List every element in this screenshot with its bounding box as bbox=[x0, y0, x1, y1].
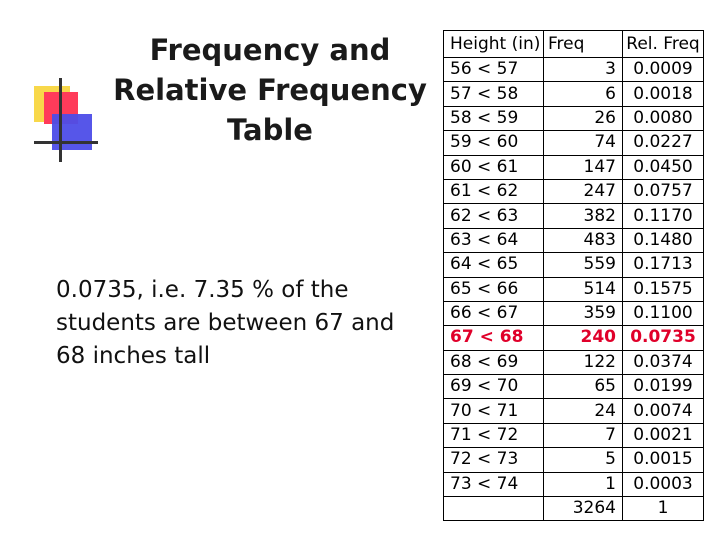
freq-cell: 122 bbox=[543, 349, 623, 376]
table-row: 56 < 57 3 0.0009 bbox=[443, 56, 704, 83]
freq-cell: 559 bbox=[543, 252, 623, 278]
table-row: 70 < 71 24 0.0074 bbox=[443, 398, 704, 424]
rel-freq-cell: 0.0080 bbox=[622, 105, 704, 132]
rel-freq-cell: 0.0021 bbox=[622, 422, 704, 449]
logo-horizontal-line bbox=[34, 141, 98, 144]
height-cell: 66 < 67 bbox=[443, 300, 544, 327]
rel-freq-cell: Rel. Freq bbox=[622, 30, 704, 58]
rel-freq-cell: 0.0074 bbox=[622, 398, 704, 424]
height-cell: 69 < 70 bbox=[443, 374, 544, 400]
rel-freq-cell: 1 bbox=[622, 496, 704, 522]
title-line-2: Relative Frequency bbox=[113, 73, 427, 107]
freq-cell: 7 bbox=[543, 422, 623, 449]
freq-cell: 3264 bbox=[543, 496, 623, 522]
rel-freq-cell: 0.0015 bbox=[622, 447, 704, 473]
table-row: 63 < 64 483 0.1480 bbox=[443, 227, 704, 254]
explanation-text: 0.0735, i.e. 7.35 % of the students are … bbox=[56, 277, 395, 369]
rel-freq-cell: 0.0018 bbox=[622, 81, 704, 107]
freq-cell: 5 bbox=[543, 447, 623, 473]
freq-cell: 514 bbox=[543, 276, 623, 302]
height-cell: 73 < 74 bbox=[443, 471, 544, 498]
height-cell: 60 < 61 bbox=[443, 154, 544, 180]
table-row: 58 < 59 26 0.0080 bbox=[443, 105, 704, 132]
freq-cell: 147 bbox=[543, 154, 623, 180]
table-row: 73 < 74 1 0.0003 bbox=[443, 471, 704, 498]
freq-cell: 359 bbox=[543, 300, 623, 327]
table-row: 61 < 62 247 0.0757 bbox=[443, 178, 704, 205]
rel-freq-cell: 0.1713 bbox=[622, 252, 704, 278]
freq-cell: 24 bbox=[543, 398, 623, 424]
table-header-row: Height (in) Freq Rel. Freq bbox=[443, 30, 704, 58]
rel-freq-cell: 0.1575 bbox=[622, 276, 704, 302]
height-cell: 67 < 68 bbox=[443, 325, 544, 351]
table-row: 60 < 61 147 0.0450 bbox=[443, 154, 704, 180]
table-row: 72 < 73 5 0.0015 bbox=[443, 447, 704, 473]
slide-logo bbox=[30, 78, 100, 163]
rel-freq-cell: 0.0003 bbox=[622, 471, 704, 498]
rel-freq-cell: 0.0374 bbox=[622, 349, 704, 376]
rel-freq-cell: 0.1170 bbox=[622, 203, 704, 229]
blue-square-icon bbox=[52, 114, 92, 150]
freq-cell: 240 bbox=[543, 325, 623, 351]
height-cell: 70 < 71 bbox=[443, 398, 544, 424]
title-line-3: Table bbox=[227, 113, 313, 147]
table-row-highlighted: 67 < 68 240 0.0735 bbox=[443, 325, 704, 351]
height-cell: 58 < 59 bbox=[443, 105, 544, 132]
height-cell: Height (in) bbox=[443, 30, 544, 58]
table-total-row: 3264 1 bbox=[443, 496, 704, 522]
rel-freq-cell: 0.0757 bbox=[622, 178, 704, 205]
slide-title: Frequency and Relative Frequency Table bbox=[110, 30, 430, 150]
table-row: 68 < 69 122 0.0374 bbox=[443, 349, 704, 376]
table-row: 65 < 66 514 0.1575 bbox=[443, 276, 704, 302]
freq-cell: 1 bbox=[543, 471, 623, 498]
freq-cell: 74 bbox=[543, 130, 623, 156]
frequency-table: Height (in) Freq Rel. Freq 56 < 57 3 0.0009 57… bbox=[443, 30, 704, 522]
freq-cell: 382 bbox=[543, 203, 623, 229]
logo-vertical-line bbox=[59, 78, 62, 162]
freq-cell: 26 bbox=[543, 105, 623, 132]
height-cell: 61 < 62 bbox=[443, 178, 544, 205]
height-cell: 59 < 60 bbox=[443, 130, 544, 156]
freq-cell: 247 bbox=[543, 178, 623, 205]
height-cell: 64 < 65 bbox=[443, 252, 544, 278]
rel-freq-cell: 0.1100 bbox=[622, 300, 704, 327]
freq-cell: 6 bbox=[543, 81, 623, 107]
height-cell: 65 < 66 bbox=[443, 276, 544, 302]
table-row: 64 < 65 559 0.1713 bbox=[443, 252, 704, 278]
freq-cell: 65 bbox=[543, 374, 623, 400]
table-row: 71 < 72 7 0.0021 bbox=[443, 422, 704, 449]
rel-freq-cell: 0.0450 bbox=[622, 154, 704, 180]
table-row: 59 < 60 74 0.0227 bbox=[443, 130, 704, 156]
height-cell bbox=[443, 496, 544, 522]
height-cell: 68 < 69 bbox=[443, 349, 544, 376]
height-cell: 71 < 72 bbox=[443, 422, 544, 449]
height-cell: 56 < 57 bbox=[443, 56, 544, 83]
freq-cell: Freq bbox=[543, 30, 623, 58]
rel-freq-cell: 0.0199 bbox=[622, 374, 704, 400]
freq-cell: 3 bbox=[543, 56, 623, 83]
height-cell: 72 < 73 bbox=[443, 447, 544, 473]
height-cell: 57 < 58 bbox=[443, 81, 544, 107]
height-cell: 63 < 64 bbox=[443, 227, 544, 254]
rel-freq-cell: 0.0009 bbox=[622, 56, 704, 83]
table-row: 57 < 58 6 0.0018 bbox=[443, 81, 704, 107]
table-row: 69 < 70 65 0.0199 bbox=[443, 374, 704, 400]
freq-cell: 483 bbox=[543, 227, 623, 254]
table-row: 62 < 63 382 0.1170 bbox=[443, 203, 704, 229]
rel-freq-cell: 0.0735 bbox=[622, 325, 704, 351]
rel-freq-cell: 0.0227 bbox=[622, 130, 704, 156]
title-line-1: Frequency and bbox=[149, 33, 391, 67]
rel-freq-cell: 0.1480 bbox=[622, 227, 704, 254]
height-cell: 62 < 63 bbox=[443, 203, 544, 229]
table-row: 66 < 67 359 0.1100 bbox=[443, 300, 704, 327]
